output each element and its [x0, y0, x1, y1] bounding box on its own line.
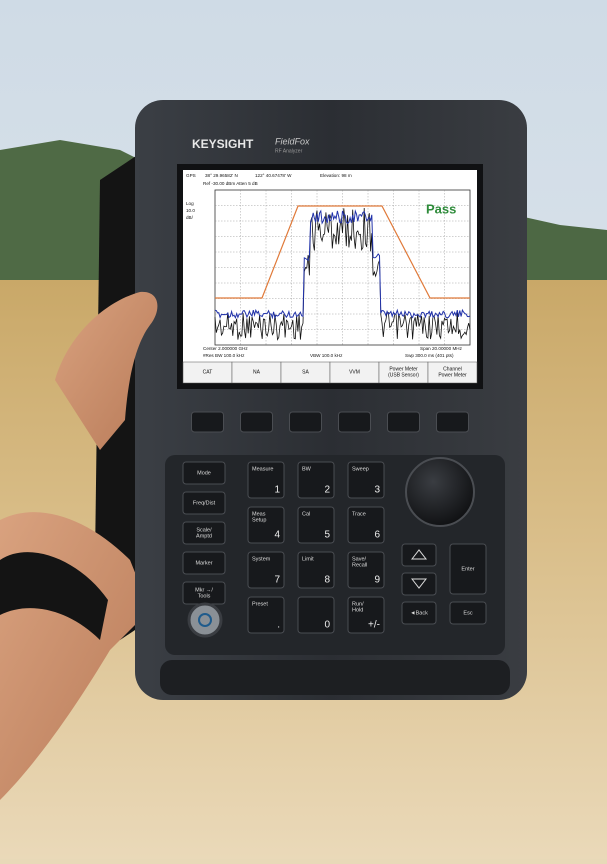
- status-text: 38° 29.96582' N: [205, 173, 238, 178]
- footer-text: Span 20.00000 MHz: [420, 346, 463, 351]
- softkey-button[interactable]: [388, 412, 420, 432]
- key-digit: 4: [274, 530, 280, 541]
- key-digit: 2: [324, 485, 330, 496]
- softkey-button[interactable]: [437, 412, 469, 432]
- key-label: Setup: [252, 517, 266, 523]
- status-text: Elevation: 98 m: [320, 173, 352, 178]
- key-digit: .: [277, 620, 280, 631]
- bumper: [160, 660, 510, 695]
- key-label: Freq/Dist: [193, 500, 216, 506]
- footer-text: Swp 300.0 ms (401 pts): [405, 353, 454, 358]
- softkey-button[interactable]: [192, 412, 224, 432]
- key-digit: 0: [324, 620, 330, 631]
- key-label: BW: [302, 466, 312, 472]
- photo: KEYSIGHT FieldFox RF Analyzer GPS 38° 29.…: [0, 0, 607, 859]
- softkey-text: CAT: [203, 369, 213, 375]
- softkey-button[interactable]: [290, 412, 322, 432]
- rotary-knob[interactable]: [406, 458, 474, 526]
- down-key[interactable]: [402, 573, 436, 595]
- key-label: Trace: [352, 511, 366, 517]
- key-digit: 9: [374, 575, 380, 586]
- softkey-text: SA: [302, 369, 309, 375]
- scale-text: dB/: [186, 215, 194, 220]
- softkey-text: VVM: [349, 369, 360, 375]
- key-label: Tools: [198, 593, 211, 599]
- footer-text: Center 2.000000 GHz: [203, 346, 248, 351]
- scale-text: Log: [186, 201, 194, 206]
- status-text: GPS: [186, 173, 196, 178]
- key-label: Cal: [302, 511, 310, 517]
- key-label: Esc: [463, 610, 472, 616]
- softkey-text: Power Meter: [438, 372, 467, 378]
- footer-text: #Res BW 100.0 kHz: [203, 353, 245, 358]
- key-label: Sweep: [352, 466, 369, 472]
- page: {"brand":"KEYSIGHT","model":"FieldFox","…: [0, 0, 607, 859]
- softkey-text: NA: [253, 369, 261, 375]
- key-label: Amptd: [196, 533, 212, 539]
- key-digit: 6: [374, 530, 380, 541]
- softkey-button[interactable]: [241, 412, 273, 432]
- status-text: 122° 40.67478' W: [255, 173, 292, 178]
- key-digit: 3: [374, 485, 380, 496]
- key-label: Mode: [197, 470, 211, 476]
- key-digit: +/-: [368, 620, 380, 631]
- verdict: Pass: [426, 201, 456, 216]
- ref-line: Ref -30.00 dBm Atten 5 dB: [203, 181, 258, 186]
- brand: KEYSIGHT: [192, 137, 254, 151]
- key-label: Recall: [352, 562, 367, 568]
- power-button[interactable]: [189, 604, 221, 636]
- softkey-text: (USB Sensor): [388, 372, 419, 378]
- key-digit: 5: [324, 530, 330, 541]
- key-label: System: [252, 556, 271, 562]
- model-subtitle: RF Analyzer: [275, 148, 303, 154]
- key-label: Preset: [252, 601, 268, 607]
- key-label: Marker: [195, 560, 212, 566]
- key-label: Measure: [252, 466, 273, 472]
- key-digit: 7: [274, 575, 280, 586]
- scale-text: 10.0: [186, 208, 195, 213]
- softkey-button[interactable]: [339, 412, 371, 432]
- key-digit: 8: [324, 575, 330, 586]
- key-label: Hold: [352, 607, 363, 613]
- up-key[interactable]: [402, 544, 436, 566]
- model: FieldFox: [275, 136, 310, 146]
- key-label: Enter: [461, 566, 474, 572]
- footer-text: VBW 100.0 kHz: [310, 353, 343, 358]
- key-label: Limit: [302, 556, 314, 562]
- key-label: ◄Back: [410, 610, 428, 616]
- key-digit: 1: [274, 485, 280, 496]
